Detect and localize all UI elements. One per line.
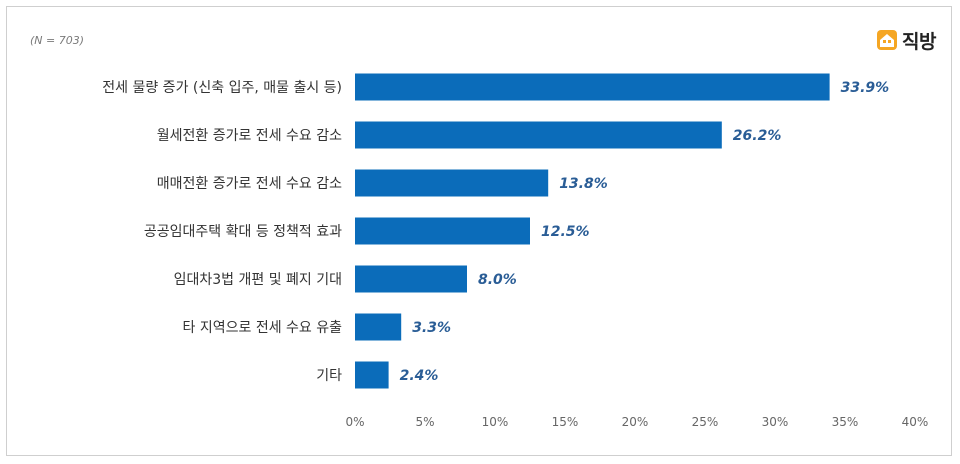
x-tick-label: 35% xyxy=(832,415,859,429)
data-label: 2.4% xyxy=(400,368,439,384)
bar xyxy=(355,169,549,197)
bar xyxy=(355,265,467,293)
category-label: 타 지역으로 전세 수요 유출 xyxy=(183,320,343,336)
x-tick-label: 30% xyxy=(762,415,789,429)
category-label: 공공임대주택 확대 등 정책적 효과 xyxy=(144,224,342,240)
data-label: 33.9% xyxy=(841,80,890,96)
category-label: 임대차3법 개편 및 폐지 기대 xyxy=(174,272,342,288)
category-label: 매매전환 증가로 전세 수요 감소 xyxy=(157,176,342,192)
zigbang-logo: 직방 xyxy=(876,26,936,54)
x-tick-label: 25% xyxy=(692,415,719,429)
data-label: 13.8% xyxy=(559,176,608,192)
x-tick-label: 20% xyxy=(622,415,649,429)
bar xyxy=(355,73,830,101)
bar xyxy=(355,217,530,245)
data-label: 3.3% xyxy=(412,320,451,336)
x-tick-label: 0% xyxy=(345,415,364,429)
category-label: 전세 물량 증가 (신축 입주, 매물 출시 등) xyxy=(102,80,342,96)
x-tick-label: 40% xyxy=(902,415,929,429)
data-label: 8.0% xyxy=(478,272,517,288)
bar xyxy=(355,121,722,149)
data-label: 26.2% xyxy=(733,128,782,144)
category-label: 기타 xyxy=(316,368,342,384)
category-label: 월세전환 증가로 전세 수요 감소 xyxy=(157,128,342,144)
x-tick-label: 15% xyxy=(552,415,579,429)
bar xyxy=(355,313,402,341)
data-label: 12.5% xyxy=(541,224,590,240)
x-tick-label: 10% xyxy=(482,415,509,429)
x-tick-label: 5% xyxy=(415,415,434,429)
sample-size-note: (N = 703) xyxy=(30,34,85,47)
bar xyxy=(355,361,389,389)
logo-text: 직방 xyxy=(902,30,936,53)
house-icon xyxy=(877,30,897,50)
